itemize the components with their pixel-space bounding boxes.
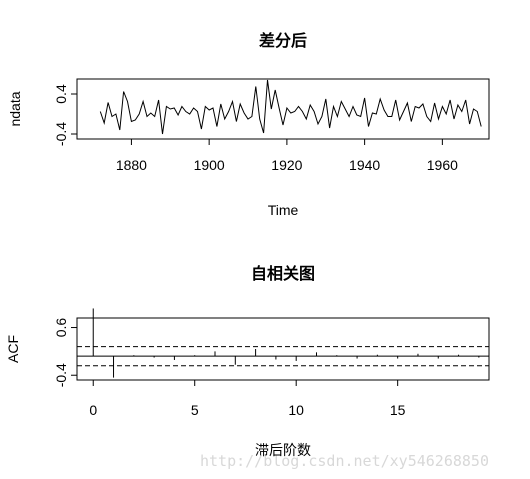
- y-axis-label-ndata: ndata: [7, 91, 23, 126]
- watermark: http://blog.csdn.net/xy546268850: [200, 452, 489, 470]
- y-axis-acf: -0.4 0.6: [53, 318, 77, 388]
- x-axis-acf: 0 5 10 15: [89, 380, 405, 418]
- chart-title-diff: 差分后: [259, 31, 307, 50]
- chart-title-acf: 自相关图: [251, 264, 315, 283]
- x-tick-label: 1920: [271, 157, 302, 173]
- acf-bars: [93, 308, 479, 377]
- x-tick-label: 0: [89, 402, 97, 418]
- x-tick-label: 15: [390, 402, 406, 418]
- x-tick-label: 1880: [116, 157, 147, 173]
- y-tick-label: 0.6: [53, 318, 69, 338]
- y-tick-label: -0.4: [53, 363, 69, 387]
- x-axis-diff: 1880 1900 1920 1940 1960: [116, 139, 458, 173]
- x-tick-label: 10: [288, 402, 304, 418]
- panel-acf: 自相关图 0 5 10 15 -0.4 0.6 滞后阶数 ACF: [5, 264, 489, 458]
- panel-diff-series: 差分后 1880 1900 1920 1940 1960 -0.4 0.4 Time nd…: [7, 31, 489, 218]
- series-line-ndata: [100, 80, 481, 134]
- x-tick-label: 1960: [427, 157, 458, 173]
- x-axis-label-time: Time: [268, 202, 299, 218]
- y-tick-label: -0.4: [53, 122, 69, 146]
- y-tick-label: 0.4: [53, 84, 69, 104]
- x-tick-label: 1940: [349, 157, 380, 173]
- plot-frame-acf: [77, 318, 489, 380]
- y-axis-label-acf: ACF: [5, 335, 21, 363]
- x-tick-label: 5: [191, 402, 199, 418]
- x-tick-label: 1900: [194, 157, 225, 173]
- plot-frame-diff: [77, 79, 489, 139]
- x-axis-label-lag: 滞后阶数: [255, 442, 311, 458]
- y-axis-diff: -0.4 0.4: [53, 84, 77, 146]
